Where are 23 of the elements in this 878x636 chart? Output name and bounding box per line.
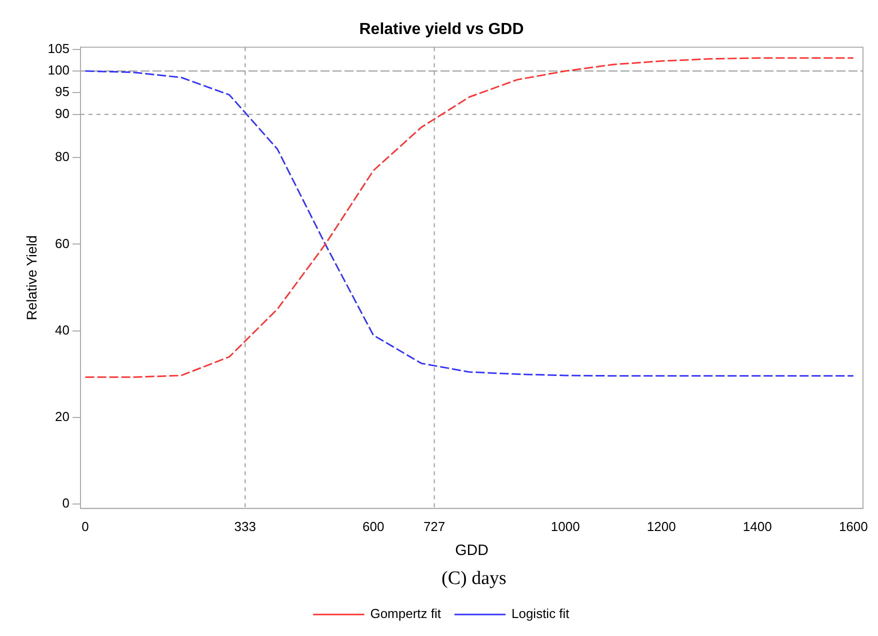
x-tick-label: 600 [362,518,384,534]
chart-title: Relative yield vs GDD [359,21,524,38]
y-tick-label: 100 [48,62,70,78]
y-tick-label: 60 [55,236,70,251]
x-tick-label: 1400 [742,518,772,534]
x-tick-label: 1000 [550,518,580,534]
x-tick-label: 0 [82,518,89,534]
legend-label: Gompertz fit [370,606,442,622]
y-tick-label: 80 [55,149,70,164]
y-tick-label: 20 [55,409,70,424]
x-tick-label: 1200 [646,518,676,534]
legend-label: Logistic fit [511,606,570,622]
x-axis-title: GDD [455,542,489,560]
x-tick-label: 1600 [838,518,868,534]
y-tick-label: 105 [48,40,70,56]
x-tick-label: 727 [423,518,446,534]
y-tick-label: 0 [62,496,70,511]
y-tick-label: 90 [55,106,70,121]
y-tick-label: 40 [55,322,70,338]
y-tick-label: 95 [55,84,70,100]
y-axis-title: Relative Yield [23,235,40,320]
text: (C) days [440,568,508,590]
x-tick-label: 333 [234,518,256,534]
